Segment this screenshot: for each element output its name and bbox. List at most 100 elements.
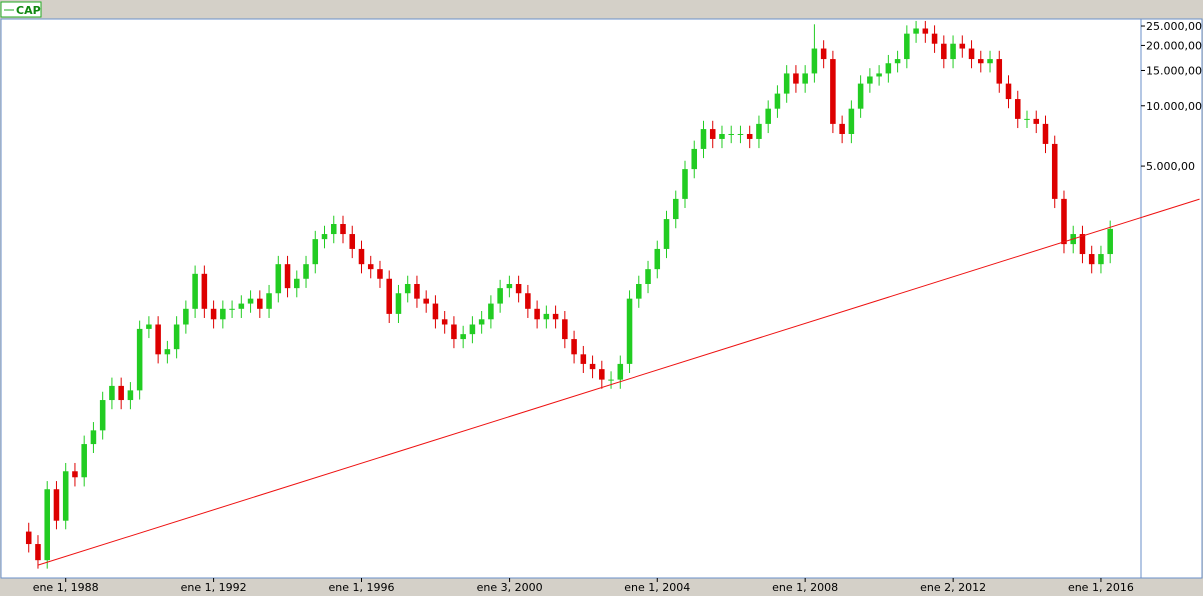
candle-body: [257, 298, 263, 309]
candle-body: [848, 108, 855, 134]
candle-body: [626, 298, 633, 364]
candle-body: [469, 324, 476, 335]
candle-body: [608, 379, 614, 381]
candle-body: [303, 264, 309, 279]
candle-body: [99, 400, 106, 431]
candle-body: [811, 48, 818, 74]
candle-body: [1079, 234, 1086, 255]
candle-body: [210, 308, 217, 320]
candle-body: [543, 313, 550, 320]
candle-body: [183, 308, 189, 325]
candle-body: [913, 28, 919, 34]
candle-body: [72, 471, 78, 478]
x-tick-label: ene 2, 2012: [920, 581, 986, 594]
candle-body: [830, 59, 836, 124]
trend-line: [37, 198, 1200, 566]
candle-body: [978, 59, 984, 64]
candle-body: [220, 308, 226, 320]
candle-body: [728, 133, 734, 135]
candle-body: [164, 349, 171, 355]
candle-body: [894, 59, 901, 64]
candle-body: [488, 303, 494, 320]
y-tick-label: 5.000,00: [1146, 160, 1195, 173]
candle-body: [562, 319, 568, 340]
candle-body: [155, 324, 161, 355]
candle-body: [441, 319, 448, 325]
candle-body: [746, 133, 753, 139]
candle-body: [497, 288, 503, 304]
candle-body: [1024, 118, 1030, 120]
candle-body: [700, 129, 707, 149]
candle-body: [460, 334, 466, 340]
candle-body: [35, 544, 41, 561]
y-tick-label: 10.000,00: [1146, 100, 1202, 113]
candle-body: [820, 48, 827, 60]
candle-body: [127, 390, 134, 401]
candle-body: [515, 283, 522, 294]
candle-body: [793, 73, 799, 84]
candle-body: [867, 76, 873, 84]
candle-body: [377, 269, 383, 279]
candle-body: [941, 43, 947, 60]
candle-body: [1088, 254, 1095, 265]
candle-body: [321, 234, 328, 240]
candle-body: [636, 283, 642, 299]
candle-body: [996, 59, 1003, 84]
candle-body: [109, 385, 115, 401]
candle-body: [173, 324, 180, 350]
x-tick-label: ene 1, 2004: [624, 581, 690, 594]
candle-body: [737, 133, 744, 135]
candle-body: [62, 471, 69, 521]
candle-body: [506, 283, 513, 289]
candle-body: [534, 308, 540, 320]
candle-body: [414, 283, 420, 299]
candle-body: [719, 133, 725, 139]
x-tick-label: ene 1, 1988: [33, 581, 99, 594]
candle-body: [756, 123, 762, 139]
candle-body: [783, 73, 790, 94]
candle-body: [931, 33, 938, 44]
candle-body: [885, 63, 892, 74]
candle-body: [478, 319, 485, 325]
candle-body: [1042, 123, 1049, 144]
candle-body: [987, 59, 993, 64]
candle-body: [663, 219, 670, 249]
y-tick-label: 20.000,00: [1146, 39, 1202, 52]
candle-body: [571, 339, 577, 355]
candle-body: [284, 264, 291, 289]
x-tick-label: ene 1, 2016: [1068, 581, 1134, 594]
candle-body: [395, 293, 402, 314]
plot-area: [0, 18, 1142, 579]
candle-body: [968, 48, 975, 60]
candle-body: [552, 313, 559, 320]
candle-body: [294, 278, 300, 289]
candle-body: [358, 248, 365, 265]
candle-body: [765, 108, 771, 124]
y-axis-area: [1140, 18, 1203, 579]
candle-body: [340, 224, 346, 235]
candle-body: [312, 239, 319, 265]
legend-box: [0, 1, 42, 18]
candle-body: [682, 169, 688, 199]
legend[interactable]: CAP: [0, 1, 42, 18]
candle-body: [367, 264, 374, 270]
candle-body: [349, 234, 356, 249]
legend-label: CAP: [16, 4, 41, 17]
candle-body: [238, 303, 245, 309]
candle-body: [1005, 83, 1012, 100]
candle-body: [525, 293, 531, 309]
candle-body: [580, 354, 587, 364]
candle-body: [617, 363, 624, 380]
candle-body: [386, 278, 392, 314]
candle-body: [950, 43, 956, 60]
candle-body: [1098, 254, 1104, 265]
candle-body: [857, 83, 864, 109]
candle-body: [192, 273, 198, 309]
candle-body: [839, 123, 845, 134]
candle-body: [959, 43, 966, 49]
candle-body: [922, 28, 929, 34]
x-tick-label: ene 1, 2008: [772, 581, 838, 594]
candle-body: [81, 444, 87, 478]
